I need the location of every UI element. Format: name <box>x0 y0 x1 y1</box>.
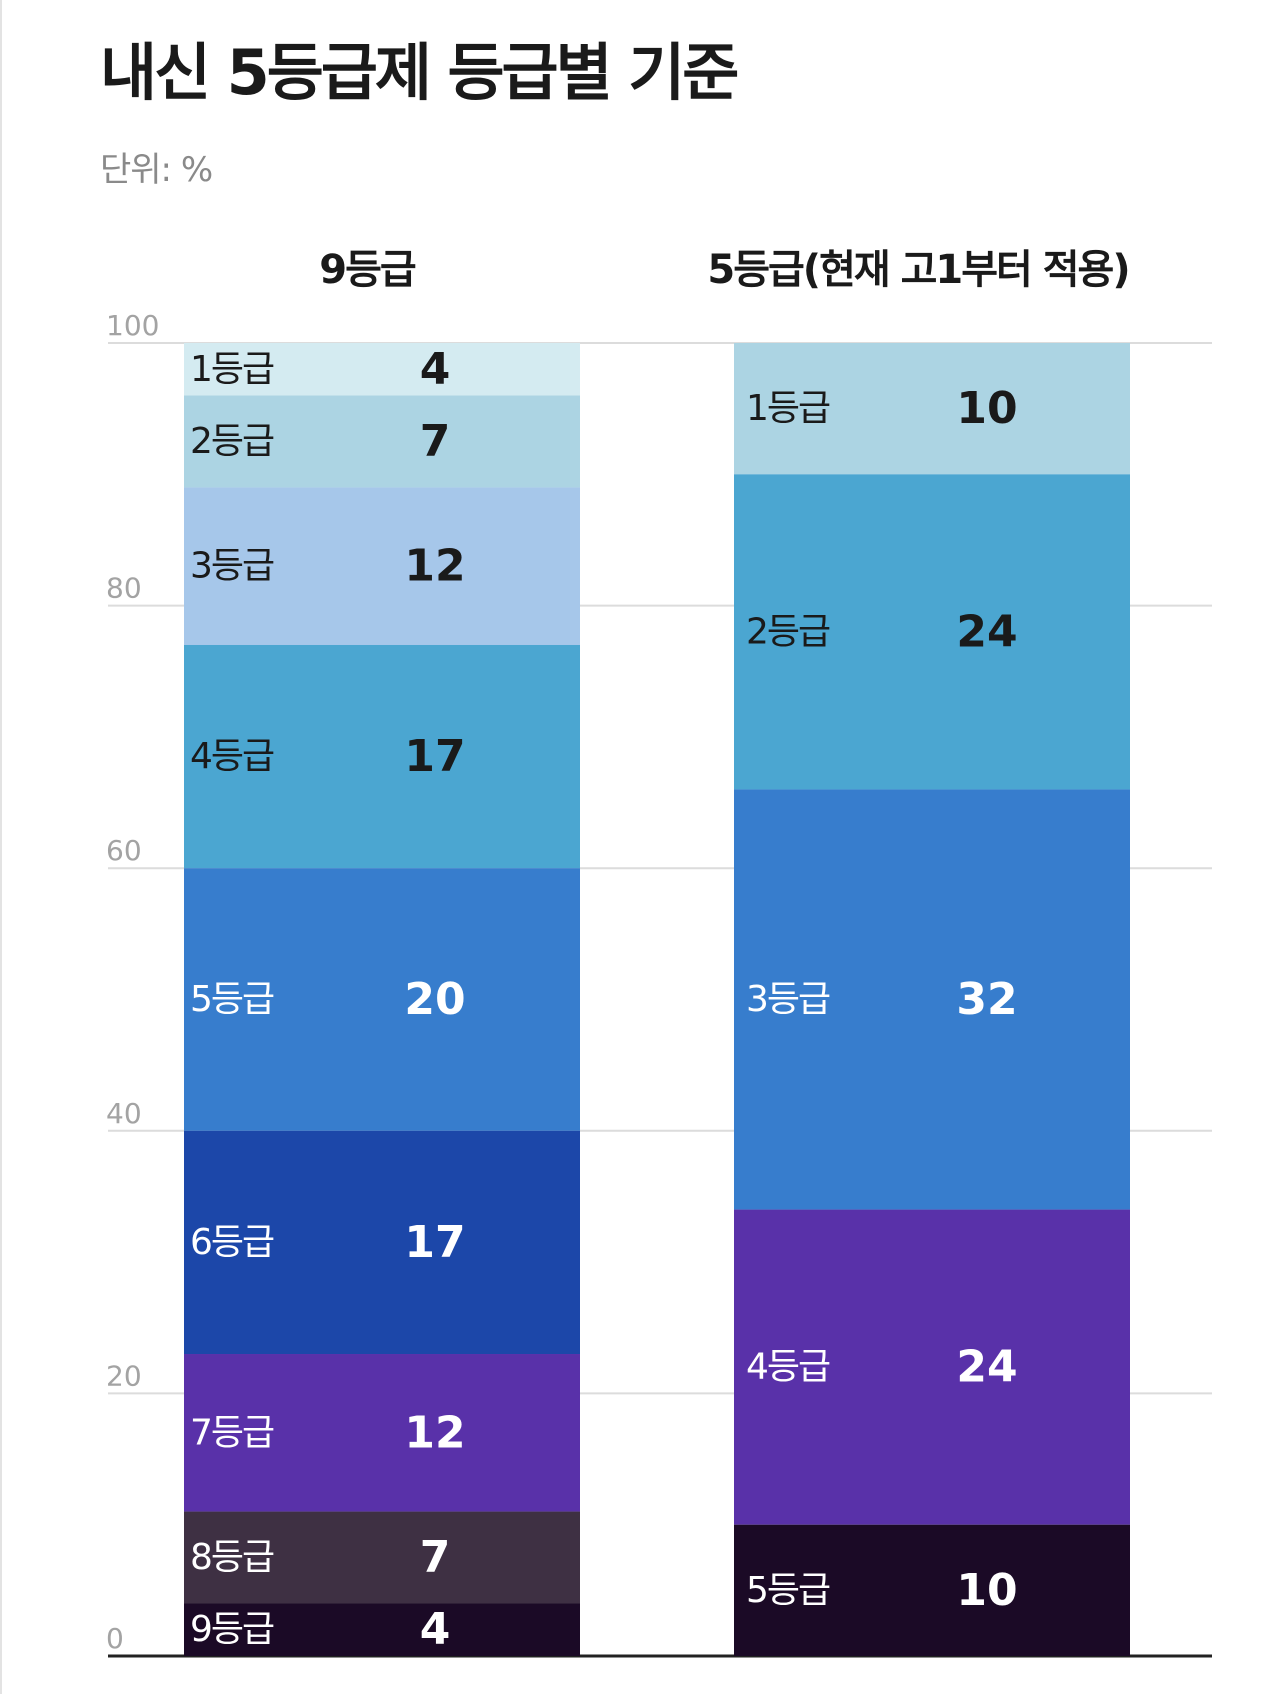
column-title: 5등급(현재 고1부터 적용) <box>707 247 1128 293</box>
bar-segment <box>184 1603 580 1656</box>
segment-grade-label: 4등급 <box>190 736 274 777</box>
y-tick-label: 40 <box>106 1097 142 1130</box>
bar-segment <box>184 343 580 396</box>
segment-value-label: 24 <box>956 606 1017 657</box>
segment-value-label: 12 <box>404 541 465 592</box>
bar-segment <box>734 343 1130 475</box>
y-tick-label: 20 <box>106 1359 142 1392</box>
segment-value-label: 10 <box>956 1565 1017 1616</box>
segment-value-label: 4 <box>420 344 451 395</box>
bar-segment <box>184 868 580 1131</box>
segment-grade-label: 3등급 <box>190 546 274 587</box>
bar-segment <box>734 1524 1130 1656</box>
segment-value-label: 4 <box>420 1604 451 1655</box>
segment-value-label: 24 <box>956 1342 1017 1393</box>
chart-title: 내신 5등급제 등급별 기준 <box>100 36 739 109</box>
segment-grade-label: 8등급 <box>190 1537 274 1578</box>
segment-grade-label: 2등급 <box>190 421 274 462</box>
bar-segment <box>184 1354 580 1512</box>
bar-segment <box>184 644 580 869</box>
segment-grade-label: 2등급 <box>746 611 830 652</box>
column-title: 9등급 <box>319 247 416 293</box>
bar-segment <box>734 789 1130 1210</box>
y-tick-label: 0 <box>106 1622 124 1655</box>
bar-segment <box>184 395 580 488</box>
segment-grade-label: 9등급 <box>190 1609 274 1650</box>
y-tick-label: 80 <box>106 572 142 605</box>
segment-grade-label: 5등급 <box>746 1570 830 1611</box>
segment-value-label: 12 <box>404 1407 465 1458</box>
segment-value-label: 17 <box>404 1217 465 1268</box>
segment-value-label: 32 <box>956 974 1017 1025</box>
segment-grade-label: 3등급 <box>746 979 830 1020</box>
y-tick-label: 100 <box>106 309 159 342</box>
segment-grade-label: 1등급 <box>190 349 274 390</box>
segment-value-label: 20 <box>404 974 465 1025</box>
segment-value-label: 7 <box>420 416 451 467</box>
bar-segment <box>734 1209 1130 1525</box>
unit-label: 단위: % <box>100 150 213 190</box>
segment-grade-label: 6등급 <box>190 1222 274 1263</box>
page-left-border <box>0 0 2 1694</box>
bar-segment <box>184 1130 580 1355</box>
bar-segment <box>734 474 1130 790</box>
y-tick-label: 60 <box>106 834 142 867</box>
bar-segment <box>184 487 580 645</box>
segment-grade-label: 7등급 <box>190 1412 274 1453</box>
segment-grade-label: 4등급 <box>746 1347 830 1388</box>
segment-value-label: 10 <box>956 383 1017 434</box>
segment-grade-label: 1등급 <box>746 388 830 429</box>
segment-grade-label: 5등급 <box>190 979 274 1020</box>
bar-segment <box>184 1511 580 1604</box>
segment-value-label: 7 <box>420 1532 451 1583</box>
segment-value-label: 17 <box>404 731 465 782</box>
